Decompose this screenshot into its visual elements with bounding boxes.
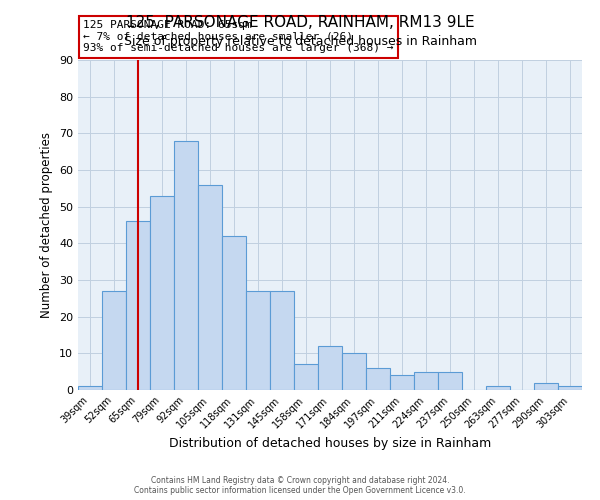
X-axis label: Distribution of detached houses by size in Rainham: Distribution of detached houses by size … — [169, 437, 491, 450]
Bar — [486, 386, 510, 390]
Bar — [126, 222, 150, 390]
Bar — [222, 236, 246, 390]
Bar — [558, 386, 582, 390]
Bar — [342, 354, 366, 390]
Bar — [198, 184, 222, 390]
Bar — [150, 196, 174, 390]
Bar — [174, 140, 198, 390]
Bar — [438, 372, 462, 390]
Bar — [414, 372, 438, 390]
Text: 125 PARSONAGE ROAD: 65sqm
← 7% of detached houses are smaller (26)
93% of semi-d: 125 PARSONAGE ROAD: 65sqm ← 7% of detach… — [83, 20, 394, 54]
Bar — [246, 291, 270, 390]
Text: Size of property relative to detached houses in Rainham: Size of property relative to detached ho… — [124, 35, 476, 48]
Text: 125, PARSONAGE ROAD, RAINHAM, RM13 9LE: 125, PARSONAGE ROAD, RAINHAM, RM13 9LE — [125, 15, 475, 30]
Bar — [78, 386, 102, 390]
Bar — [294, 364, 318, 390]
Bar — [366, 368, 390, 390]
Bar — [534, 382, 558, 390]
Bar — [390, 376, 414, 390]
Bar — [102, 291, 126, 390]
Bar — [318, 346, 342, 390]
Text: Contains HM Land Registry data © Crown copyright and database right 2024.
Contai: Contains HM Land Registry data © Crown c… — [134, 476, 466, 495]
Y-axis label: Number of detached properties: Number of detached properties — [40, 132, 53, 318]
Bar — [270, 291, 294, 390]
